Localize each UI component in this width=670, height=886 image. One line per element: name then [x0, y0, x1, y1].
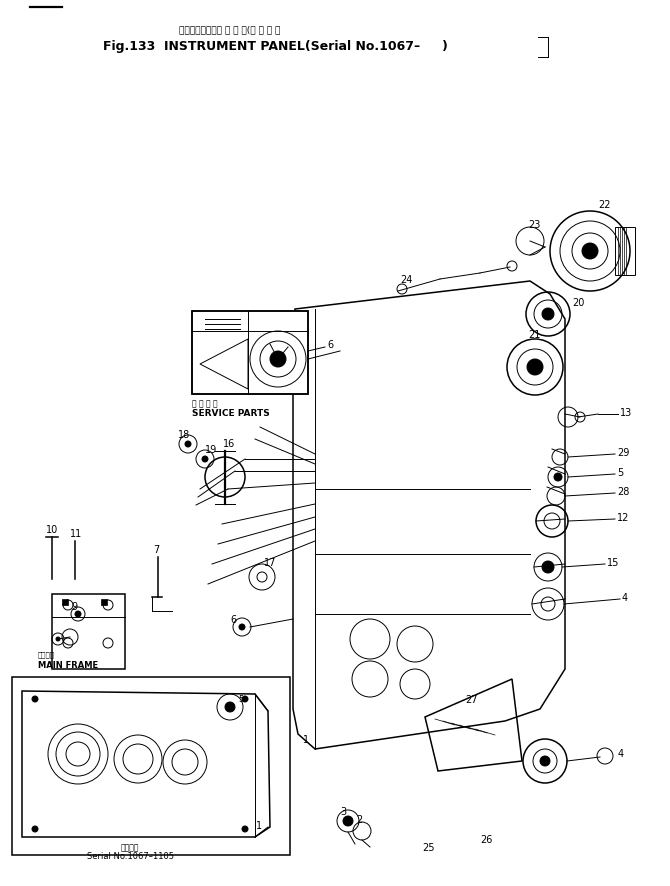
Text: 12: 12 — [617, 512, 629, 523]
Circle shape — [185, 441, 191, 447]
Text: 2: 2 — [356, 814, 362, 824]
Text: Serial No.1067–1105: Serial No.1067–1105 — [86, 851, 174, 860]
Circle shape — [32, 826, 38, 832]
Text: 9: 9 — [71, 602, 77, 611]
Text: 11: 11 — [70, 528, 82, 539]
Text: 16: 16 — [223, 439, 235, 448]
Bar — [12, 677, 290, 855]
Circle shape — [56, 637, 60, 641]
Text: 4: 4 — [618, 748, 624, 758]
Text: 1: 1 — [256, 820, 262, 830]
Text: 7: 7 — [153, 544, 159, 555]
Text: 22: 22 — [598, 199, 610, 210]
Text: SERVICE PARTS: SERVICE PARTS — [192, 408, 270, 417]
Text: 20: 20 — [572, 298, 584, 307]
Text: 適用号機: 適用号機 — [121, 843, 139, 851]
Circle shape — [527, 360, 543, 376]
Text: 10: 10 — [46, 525, 58, 534]
Text: 23: 23 — [528, 220, 541, 229]
Circle shape — [540, 756, 550, 766]
Text: MAIN FRAME: MAIN FRAME — [38, 660, 98, 669]
Text: 5: 5 — [238, 694, 243, 703]
Circle shape — [239, 625, 245, 630]
Text: 6: 6 — [230, 614, 236, 625]
Text: 13: 13 — [620, 408, 632, 417]
Circle shape — [343, 816, 353, 826]
Text: 4: 4 — [622, 593, 628, 602]
Text: 5: 5 — [617, 468, 623, 478]
Circle shape — [542, 562, 554, 573]
Circle shape — [242, 826, 248, 832]
Circle shape — [75, 611, 81, 618]
Text: 21: 21 — [528, 330, 541, 339]
Circle shape — [542, 308, 554, 321]
Polygon shape — [192, 312, 308, 394]
Circle shape — [270, 352, 286, 368]
Text: Fig.133  INSTRUMENT PANEL(Serial No.1067–     ): Fig.133 INSTRUMENT PANEL(Serial No.1067–… — [103, 40, 448, 52]
Text: 26: 26 — [480, 834, 492, 844]
Text: 18: 18 — [178, 430, 190, 439]
Circle shape — [582, 244, 598, 260]
Circle shape — [242, 696, 248, 703]
Text: 28: 28 — [617, 486, 629, 496]
Text: 1: 1 — [303, 734, 309, 744]
Text: 6: 6 — [327, 339, 333, 350]
Text: 19: 19 — [205, 445, 217, 455]
Circle shape — [202, 456, 208, 462]
Text: フレーム: フレーム — [38, 651, 55, 657]
Text: 3: 3 — [340, 806, 346, 816]
Text: 適 用 部 品: 適 用 部 品 — [192, 399, 218, 408]
Text: 15: 15 — [607, 557, 619, 567]
Text: 27: 27 — [465, 695, 478, 704]
Text: 17: 17 — [264, 557, 276, 567]
Bar — [62, 599, 68, 605]
Circle shape — [554, 473, 562, 481]
Text: 25: 25 — [422, 842, 435, 852]
Bar — [12, 677, 290, 855]
Bar — [101, 599, 107, 605]
Circle shape — [32, 696, 38, 703]
Text: 24: 24 — [400, 275, 412, 284]
Circle shape — [225, 703, 235, 712]
Text: 29: 29 — [617, 447, 629, 457]
Text: インスツルメント パ ネ ル(適 用 号 機: インスツルメント パ ネ ル(適 用 号 機 — [180, 26, 281, 35]
Bar — [615, 228, 635, 276]
